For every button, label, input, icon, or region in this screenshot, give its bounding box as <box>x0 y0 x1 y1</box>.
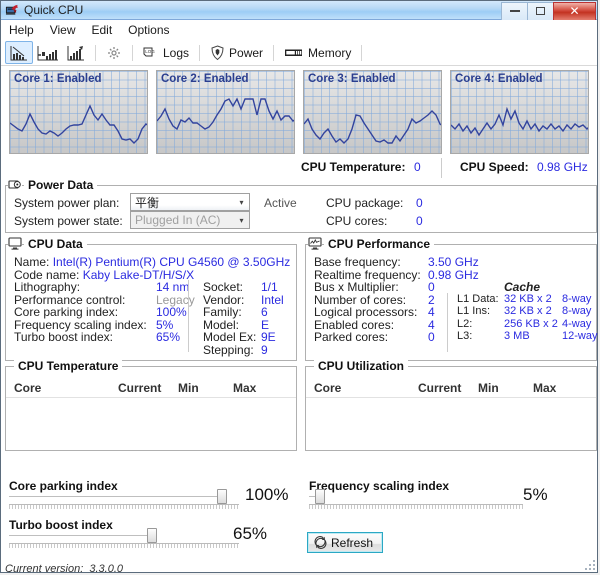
svg-text:LOG: LOG <box>145 49 155 54</box>
